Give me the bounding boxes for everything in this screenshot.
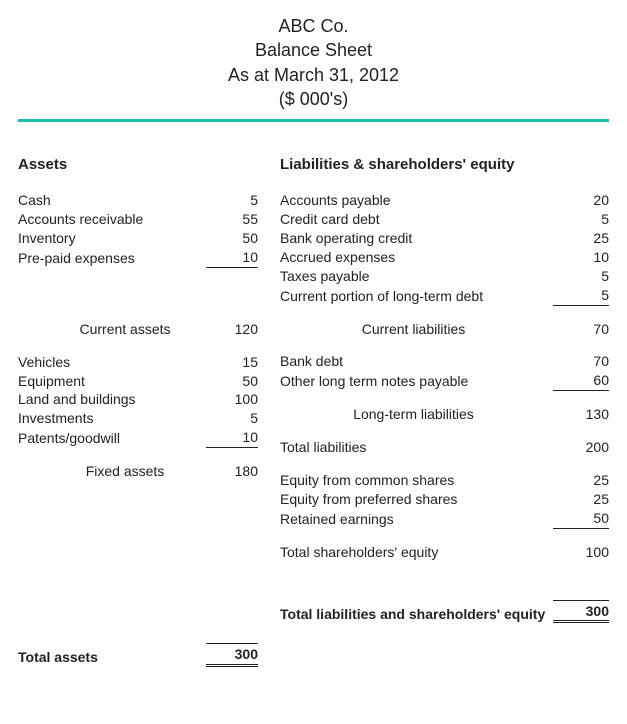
total-label: Total assets [18,648,206,667]
subtotal-label: Long-term liabilities [280,405,553,424]
subtotal-label: Current assets [50,320,206,339]
assets-column: Assets Cash 5 Accounts receivable 55 Inv… [18,156,258,667]
row-value: 5 [553,286,609,306]
liabilities-heading: Liabilities & shareholders' equity [280,156,609,173]
table-row: Bank operating credit 25 [280,229,609,248]
row-label: Total liabilities [280,438,553,457]
body: Assets Cash 5 Accounts receivable 55 Inv… [18,156,609,667]
table-row: Retained earnings 50 [280,509,609,529]
row-value: 50 [206,372,258,391]
table-row: Equity from common shares 25 [280,471,609,490]
row-value: 10 [206,248,258,268]
row-value: 25 [553,471,609,490]
row-value: 55 [206,210,258,229]
row-value: 15 [206,353,258,372]
row-value: 25 [553,490,609,509]
row-value: 20 [553,191,609,210]
subtotal-label: Fixed assets [50,462,206,481]
row-value: 100 [206,390,258,409]
subtotal-label: Current liabilities [280,320,553,339]
row-label: Patents/goodwill [18,429,206,448]
fixed-assets-subtotal: Fixed assets 180 [18,462,258,481]
row-label: Land and buildings [18,390,206,409]
row-value: 5 [553,210,609,229]
header-rule [18,119,609,122]
current-liabilities-subtotal: Current liabilities 70 [280,320,609,339]
row-value: 50 [206,229,258,248]
table-row: Current portion of long-term debt 5 [280,286,609,306]
table-row: Other long term notes payable 60 [280,371,609,391]
row-label: Equity from common shares [280,471,553,490]
units: ($ 000's) [18,87,609,111]
table-row: Bank debt 70 [280,352,609,371]
row-label: Investments [18,409,206,428]
total-equity: Total shareholders' equity 100 [280,543,609,562]
row-label: Bank debt [280,352,553,371]
table-row: Taxes payable 5 [280,267,609,286]
row-label: Accounts receivable [18,210,206,229]
table-row: Equipment 50 [18,372,258,391]
row-value: 60 [553,371,609,391]
total-label: Total liabilities and shareholders' equi… [280,605,553,624]
table-row: Cash 5 [18,191,258,210]
assets-heading: Assets [18,156,258,173]
current-assets-subtotal: Current assets 120 [18,320,258,339]
table-row: Credit card debt 5 [280,210,609,229]
row-label: Accrued expenses [280,248,553,267]
row-value: 50 [553,509,609,529]
long-term-liabilities-subtotal: Long-term liabilities 130 [280,405,609,424]
balance-sheet: ABC Co. Balance Sheet As at March 31, 20… [0,0,627,695]
row-label: Taxes payable [280,267,553,286]
table-row: Accrued expenses 10 [280,248,609,267]
row-label: Pre-paid expenses [18,249,206,268]
doc-title: Balance Sheet [18,38,609,62]
subtotal-value: 130 [553,405,609,424]
table-row: Pre-paid expenses 10 [18,248,258,268]
row-label: Equipment [18,372,206,391]
total-value: 300 [553,600,609,624]
row-label: Vehicles [18,353,206,372]
table-row: Vehicles 15 [18,353,258,372]
row-value: 5 [553,267,609,286]
company-name: ABC Co. [18,14,609,38]
row-label: Other long term notes payable [280,372,553,391]
as-of-date: As at March 31, 2012 [18,63,609,87]
row-value: 25 [553,229,609,248]
subtotal-value: 70 [553,320,609,339]
total-liabilities: Total liabilities 200 [280,438,609,457]
row-value: 5 [206,409,258,428]
row-label: Retained earnings [280,510,553,529]
subtotal-value: 180 [206,462,258,481]
row-value: 100 [553,543,609,562]
row-label: Equity from preferred shares [280,490,553,509]
row-value: 10 [206,428,258,448]
table-row: Investments 5 [18,409,258,428]
header: ABC Co. Balance Sheet As at March 31, 20… [18,14,609,119]
row-label: Accounts payable [280,191,553,210]
table-row: Accounts payable 20 [280,191,609,210]
table-row: Equity from preferred shares 25 [280,490,609,509]
table-row: Accounts receivable 55 [18,210,258,229]
row-value: 70 [553,352,609,371]
liabilities-column: Liabilities & shareholders' equity Accou… [280,156,609,667]
row-label: Inventory [18,229,206,248]
total-value: 300 [206,643,258,667]
row-label: Current portion of long-term debt [280,287,553,306]
table-row: Patents/goodwill 10 [18,428,258,448]
total-liabilities-equity: Total liabilities and shareholders' equi… [280,600,609,624]
row-label: Cash [18,191,206,210]
row-value: 200 [553,438,609,457]
row-label: Bank operating credit [280,229,553,248]
table-row: Land and buildings 100 [18,390,258,409]
total-assets: Total assets 300 [18,643,258,667]
row-label: Credit card debt [280,210,553,229]
row-value: 5 [206,191,258,210]
row-value: 10 [553,248,609,267]
row-label: Total shareholders' equity [280,543,553,562]
subtotal-value: 120 [206,320,258,339]
table-row: Inventory 50 [18,229,258,248]
